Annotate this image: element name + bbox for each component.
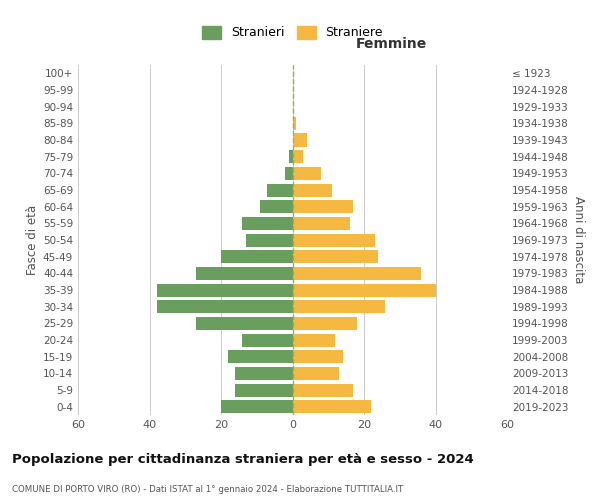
Bar xyxy=(293,200,353,213)
Bar xyxy=(242,334,293,346)
Bar xyxy=(196,317,293,330)
Bar xyxy=(157,300,293,313)
Bar xyxy=(293,267,421,280)
Y-axis label: Anni di nascita: Anni di nascita xyxy=(572,196,585,284)
Bar xyxy=(235,384,293,396)
Bar xyxy=(293,250,379,263)
Bar xyxy=(157,284,293,296)
Text: Femmine: Femmine xyxy=(356,37,427,51)
Bar xyxy=(293,117,296,130)
Bar xyxy=(293,317,357,330)
Bar xyxy=(293,234,375,246)
Bar xyxy=(293,217,350,230)
Bar xyxy=(293,134,307,146)
Bar xyxy=(293,367,339,380)
Bar xyxy=(286,167,293,180)
Bar xyxy=(293,284,436,296)
Bar xyxy=(293,334,335,346)
Bar xyxy=(293,350,343,363)
Bar xyxy=(293,400,371,413)
Bar xyxy=(246,234,293,246)
Bar xyxy=(293,300,385,313)
Bar xyxy=(293,167,321,180)
Bar xyxy=(242,217,293,230)
Y-axis label: Fasce di età: Fasce di età xyxy=(26,205,39,275)
Bar xyxy=(293,384,353,396)
Bar xyxy=(268,184,293,196)
Bar xyxy=(235,367,293,380)
Bar xyxy=(228,350,293,363)
Bar xyxy=(260,200,293,213)
Legend: Stranieri, Straniere: Stranieri, Straniere xyxy=(202,26,383,40)
Bar xyxy=(221,250,293,263)
Bar xyxy=(289,150,293,163)
Bar xyxy=(293,184,332,196)
Bar xyxy=(221,400,293,413)
Text: Popolazione per cittadinanza straniera per età e sesso - 2024: Popolazione per cittadinanza straniera p… xyxy=(12,452,474,466)
Bar xyxy=(196,267,293,280)
Bar xyxy=(293,150,303,163)
Text: COMUNE DI PORTO VIRO (RO) - Dati ISTAT al 1° gennaio 2024 - Elaborazione TUTTITA: COMUNE DI PORTO VIRO (RO) - Dati ISTAT a… xyxy=(12,485,403,494)
